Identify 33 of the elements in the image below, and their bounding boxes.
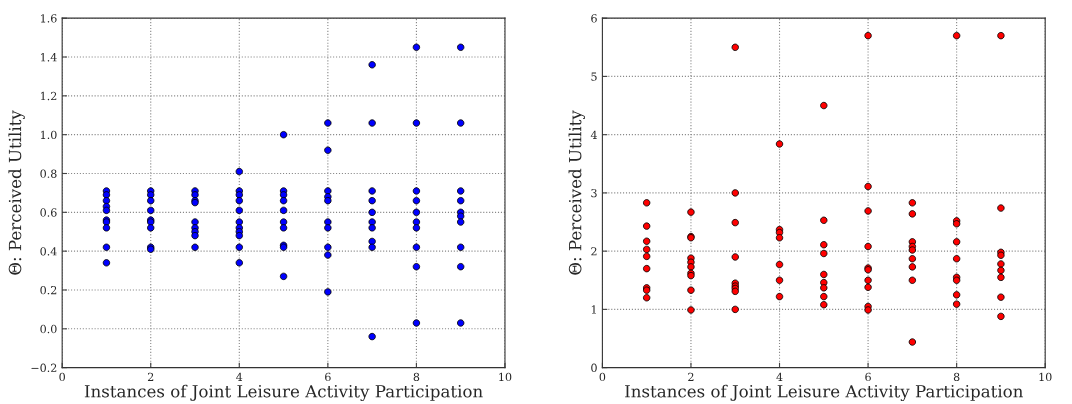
y-tick-label: 0.0 bbox=[40, 324, 57, 334]
x-tick-label: 8 bbox=[413, 372, 420, 382]
x-tick-label: 0 bbox=[599, 372, 606, 382]
y-tick-label: 3 bbox=[591, 188, 597, 198]
y-tick-label: 0.6 bbox=[40, 208, 57, 217]
y-tick-label: 0 bbox=[591, 363, 597, 373]
y-tick-label: 0.2 bbox=[40, 285, 57, 295]
x-tick-label: 10 bbox=[499, 372, 512, 382]
y-tick-label: 1.4 bbox=[41, 52, 57, 62]
x-tick-label: 2 bbox=[147, 372, 154, 381]
y-tick-label: 1.0 bbox=[41, 130, 57, 140]
y-tick-label: 4 bbox=[590, 130, 597, 139]
x-tick-label: 4 bbox=[776, 372, 783, 381]
y-tick-label: 0.4 bbox=[40, 247, 57, 256]
x-tick-label: 4 bbox=[236, 372, 243, 381]
x-tick-label: 6 bbox=[325, 372, 331, 382]
x-tick-label: 8 bbox=[953, 372, 960, 382]
y-tick-label: 1.6 bbox=[41, 14, 57, 23]
x-tick-label: 10 bbox=[1039, 372, 1052, 382]
y-tick-label: 2 bbox=[591, 247, 597, 256]
y-tick-label: 1.2 bbox=[41, 91, 57, 101]
y-axis-title: Θ: Perceived Utility bbox=[8, 110, 25, 275]
x-axis-title: Instances of Joint Leisure Activity Participation bbox=[625, 384, 1023, 402]
y-tick-label: 5 bbox=[591, 72, 597, 81]
x-tick-label: 6 bbox=[865, 372, 871, 382]
y-tick-label: 0.8 bbox=[40, 169, 57, 178]
y-axis-title: Θ: Perceived Utility bbox=[568, 110, 585, 275]
y-tick-label: −0.2 bbox=[31, 363, 57, 373]
x-axis-title: Instances of Joint Leisure Activity Participation bbox=[84, 384, 483, 402]
x-tick-label: 2 bbox=[688, 372, 694, 381]
y-tick-label: 1 bbox=[591, 305, 596, 314]
x-tick-label: 0 bbox=[59, 372, 65, 382]
y-tick-label: 6 bbox=[591, 14, 597, 23]
